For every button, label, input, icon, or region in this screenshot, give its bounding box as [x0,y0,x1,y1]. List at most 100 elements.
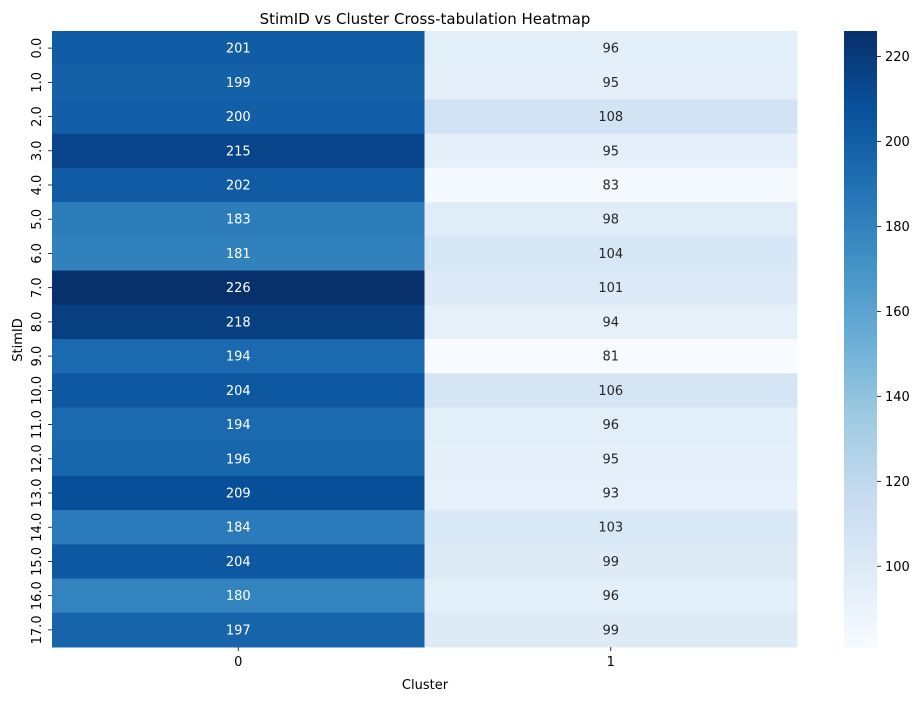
colorbar-segment [844,71,877,76]
colorbar-segment [844,375,877,380]
colorbar-segment [844,303,877,308]
colorbar-segment [844,583,877,588]
y-tick-label: 17.0 [30,615,45,644]
colorbar-segment [844,175,877,180]
cell-value-label: 99 [602,623,619,638]
colorbar-segment [844,299,877,304]
colorbar-segment [844,159,877,164]
heatmap-cell [424,339,798,374]
colorbar-segment [844,99,877,104]
colorbar-segment [844,563,877,568]
cell-value-label: 104 [598,247,623,262]
colorbar-segment [844,603,877,608]
cell-value-label: 96 [602,418,619,433]
colorbar-segment [844,335,877,340]
colorbar-segment [844,443,877,448]
colorbar-segment [844,307,877,312]
colorbar-segment [844,143,877,148]
colorbar-segment [844,43,877,48]
colorbar-segment [844,259,877,264]
colorbar-segment [844,287,877,292]
colorbar-segment [844,35,877,40]
colorbar-segment [844,419,877,424]
heatmap-cell [52,373,425,408]
colorbar-segment [844,91,877,96]
colorbar-segment [844,195,877,200]
heatmap-cell [52,31,425,66]
colorbar-segment [844,255,877,260]
colorbar-tick-label: 200 [885,135,910,150]
heatmap-cell [52,167,425,203]
colorbar-segment [844,451,877,456]
colorbar-segment [844,191,877,196]
colorbar-segment [844,619,877,624]
heatmap-cell [52,475,425,511]
cell-value-label: 209 [226,487,251,502]
colorbar-segment [844,227,877,232]
cell-value-label: 81 [602,350,619,365]
colorbar-segment [844,107,877,112]
cell-value-label: 108 [598,110,623,125]
colorbar-segment [844,431,877,436]
colorbar-segment [844,179,877,184]
colorbar-segment [844,539,877,544]
heatmap-cell [52,133,425,169]
colorbar-segment [844,643,877,648]
cell-value-label: 103 [598,521,623,536]
colorbar-segment [844,503,877,508]
colorbar-segment [844,575,877,580]
cell-value-label: 101 [598,281,623,296]
cell-value-label: 94 [602,315,619,330]
colorbar-segment [844,283,877,288]
colorbar-segment [844,215,877,220]
colorbar-segment [844,75,877,80]
y-tick-label: 6.0 [30,243,45,264]
colorbar-segment [844,459,877,464]
colorbar-segment [844,611,877,616]
colorbar-segment [844,615,877,620]
heatmap-cell [52,339,425,374]
colorbar-segment [844,407,877,412]
colorbar-segment [844,639,877,644]
colorbar-segment [844,39,877,44]
cell-value-label: 98 [602,213,619,228]
colorbar-segment [844,523,877,528]
colorbar-segment [844,483,877,488]
colorbar-tick-label: 180 [885,220,910,235]
colorbar-segment [844,207,877,212]
colorbar-segment [844,475,877,480]
cell-value-label: 93 [602,487,619,502]
colorbar-segment [844,247,877,252]
cell-value-label: 204 [226,384,251,399]
y-axis-ticks: 0.0 1.0 2.0 3.0 4.0 5.0 6.0 7.0 8.0 9.0 10.0 11.0 12… [30,38,52,644]
cell-value-label: 204 [226,555,251,570]
colorbar-segment [844,151,877,156]
colorbar-segment [844,291,877,296]
heatmap-cell [424,270,798,306]
colorbar-segment [844,135,877,140]
cell-value-label: 106 [598,384,623,399]
heatmap-cell [424,510,798,545]
colorbar-segment [844,587,877,592]
colorbar: 100 120 140 160 180 200 220 [844,31,910,648]
colorbar-segment [844,439,877,444]
heatmap-cell [52,407,425,443]
colorbar-segment [844,491,877,496]
colorbar-segment [844,527,877,532]
x-tick-label: 1 [607,655,615,670]
heatmap-cell [424,133,798,169]
colorbar-segment [844,571,877,576]
colorbar-tick-label: 160 [885,305,910,320]
colorbar-segment [844,555,877,560]
heatmap-cell [424,31,798,66]
y-tick-label: 13.0 [30,479,45,508]
colorbar-segment [844,627,877,632]
cell-value-label: 96 [602,589,619,604]
colorbar-segment [844,187,877,192]
colorbar-segment [844,239,877,244]
colorbar-segment [844,171,877,176]
cell-value-label: 96 [602,42,619,57]
y-tick-label: 10.0 [30,376,45,405]
heatmap-cell [424,441,798,477]
y-tick-label: 0.0 [30,38,45,59]
